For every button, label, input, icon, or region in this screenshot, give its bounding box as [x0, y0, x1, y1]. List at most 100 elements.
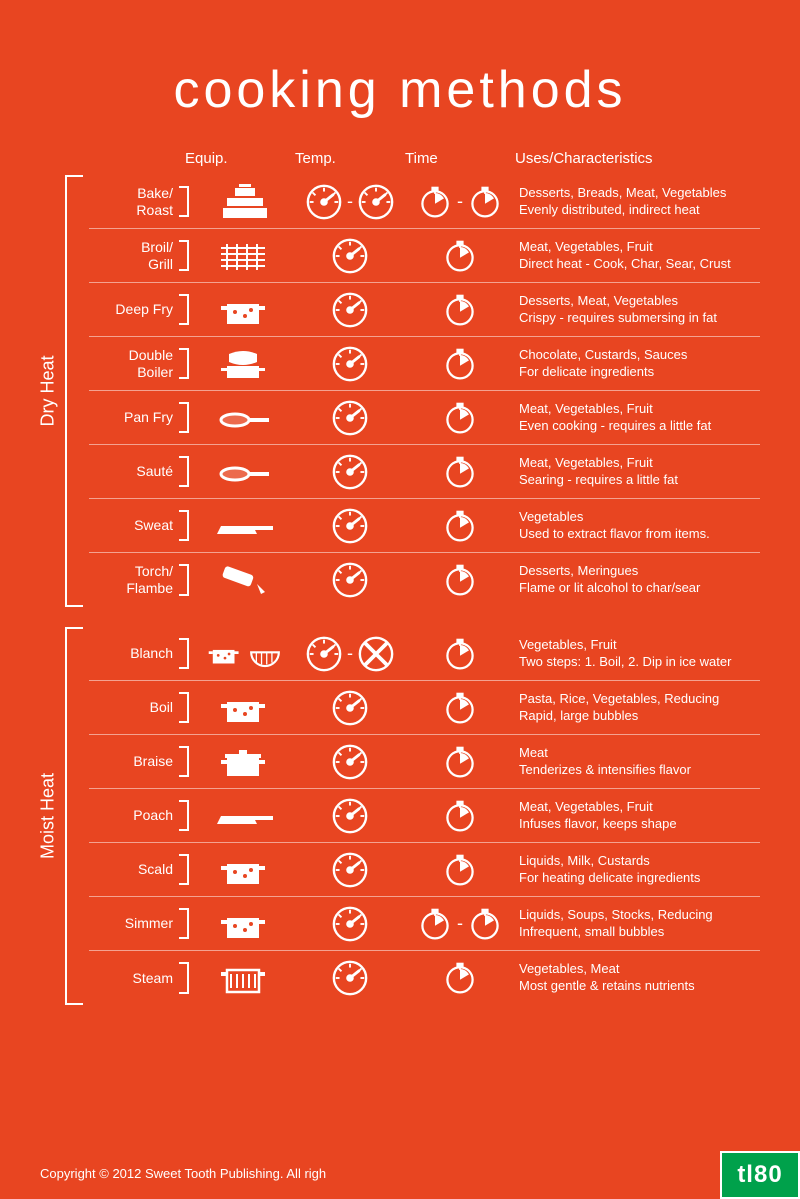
temp-cell	[295, 291, 405, 329]
bracket-icon	[65, 175, 83, 607]
uses-text: Desserts, Meringues	[519, 563, 760, 580]
timer-icon	[467, 184, 503, 220]
pot-icon	[217, 852, 273, 888]
dial-icon	[305, 635, 343, 673]
time-cell	[405, 960, 515, 996]
time-cell	[405, 292, 515, 328]
desc-cell: Vegetables, Fruit Two steps: 1. Boil, 2.…	[515, 637, 760, 671]
method-row: Poach Meat, Vegetables, Fruit Infuses fl…	[89, 789, 760, 843]
uses-text: Meat	[519, 745, 760, 762]
equip-cell	[195, 184, 295, 220]
method-name: Bake/Roast	[89, 185, 179, 219]
method-row: Broil/Grill Meat, Vegetables, Fruit Dire…	[89, 229, 760, 283]
method-name: Poach	[89, 807, 179, 824]
dial-icon	[357, 183, 395, 221]
char-text: Evenly distributed, indirect heat	[519, 202, 760, 219]
dial-icon	[331, 797, 369, 835]
equip-cell	[195, 852, 295, 888]
equip-cell	[195, 346, 295, 382]
method-name: Simmer	[89, 915, 179, 932]
desc-cell: Chocolate, Custards, Sauces For delicate…	[515, 347, 760, 381]
time-cell: -	[405, 184, 515, 220]
row-bracket-icon	[179, 854, 189, 885]
time-cell	[405, 346, 515, 382]
method-name: Boil	[89, 699, 179, 716]
timer-icon	[442, 852, 478, 888]
row-bracket-icon	[179, 456, 189, 487]
uses-text: Meat, Vegetables, Fruit	[519, 799, 760, 816]
char-text: Direct heat - Cook, Char, Sear, Crust	[519, 256, 760, 273]
timer-icon	[442, 238, 478, 274]
desc-cell: Meat, Vegetables, Fruit Even cooking - r…	[515, 401, 760, 435]
dial-icon	[331, 851, 369, 889]
section-dry-heat: Dry Heat Bake/Roast - - Desserts, Breads…	[30, 175, 760, 607]
time-cell	[405, 508, 515, 544]
dial-icon	[331, 237, 369, 275]
temp-cell: -	[295, 635, 405, 673]
dial-icon	[331, 291, 369, 329]
skillet-icon	[217, 798, 273, 834]
pot-icon	[217, 292, 273, 328]
timer-icon	[417, 184, 453, 220]
row-bracket-icon	[179, 908, 189, 939]
row-bracket-icon	[179, 402, 189, 433]
section-label: Moist Heat	[30, 627, 65, 1005]
char-text: For heating delicate ingredients	[519, 870, 760, 887]
desc-cell: Liquids, Milk, Custards For heating deli…	[515, 853, 760, 887]
dial-icon	[331, 689, 369, 727]
equip-cell	[195, 562, 295, 598]
row-bracket-icon	[179, 240, 189, 271]
dial-icon	[331, 345, 369, 383]
char-text: Infuses flavor, keeps shape	[519, 816, 760, 833]
temp-cell	[295, 561, 405, 599]
uses-text: Meat, Vegetables, Fruit	[519, 455, 760, 472]
method-name: Steam	[89, 970, 179, 987]
time-cell	[405, 636, 515, 672]
doubleboiler-icon	[217, 346, 273, 382]
method-row: Steam Vegetables, Meat Most gentle & ret…	[89, 951, 760, 1005]
equip-cell	[195, 690, 295, 726]
dial-icon	[331, 905, 369, 943]
equip-cell	[195, 508, 295, 544]
pot-icon	[217, 906, 273, 942]
method-name: Blanch	[89, 645, 179, 662]
dial-icon	[331, 507, 369, 545]
temp-cell	[295, 507, 405, 545]
timer-icon	[442, 960, 478, 996]
temp-cell: -	[295, 183, 405, 221]
pot-icon	[217, 690, 273, 726]
row-bracket-icon	[179, 564, 189, 596]
char-text: Flame or lit alcohol to char/sear	[519, 580, 760, 597]
uses-text: Chocolate, Custards, Sauces	[519, 347, 760, 364]
timer-icon	[442, 562, 478, 598]
char-text: Searing - requires a little fat	[519, 472, 760, 489]
page-title: cooking methods	[0, 0, 800, 150]
section-moist-heat: Moist Heat Blanch - Vegetables, Fruit Tw…	[30, 627, 760, 1005]
char-text: For delicate ingredients	[519, 364, 760, 381]
col-uses: Uses/Characteristics	[515, 150, 760, 167]
time-cell	[405, 852, 515, 888]
row-bracket-icon	[179, 510, 189, 541]
char-text: Crispy - requires submersing in fat	[519, 310, 760, 327]
uses-text: Meat, Vegetables, Fruit	[519, 239, 760, 256]
dial-icon	[331, 399, 369, 437]
timer-icon	[442, 744, 478, 780]
equip-cell	[195, 960, 295, 996]
desc-cell: Desserts, Meringues Flame or lit alcohol…	[515, 563, 760, 597]
desc-cell: Meat, Vegetables, Fruit Infuses flavor, …	[515, 799, 760, 833]
time-cell	[405, 562, 515, 598]
time-cell: -	[405, 906, 515, 942]
char-text: Rapid, large bubbles	[519, 708, 760, 725]
desc-cell: Vegetables Used to extract flavor from i…	[515, 509, 760, 543]
method-name: Broil/Grill	[89, 239, 179, 273]
grill-icon	[217, 238, 273, 274]
col-equip: Equip.	[185, 150, 295, 167]
timer-icon	[442, 690, 478, 726]
equip-cell	[195, 906, 295, 942]
timer-icon	[442, 400, 478, 436]
time-cell	[405, 400, 515, 436]
method-row: Bake/Roast - - Desserts, Breads, Meat, V…	[89, 175, 760, 229]
timer-icon	[442, 508, 478, 544]
method-name: DoubleBoiler	[89, 347, 179, 381]
temp-cell	[295, 743, 405, 781]
